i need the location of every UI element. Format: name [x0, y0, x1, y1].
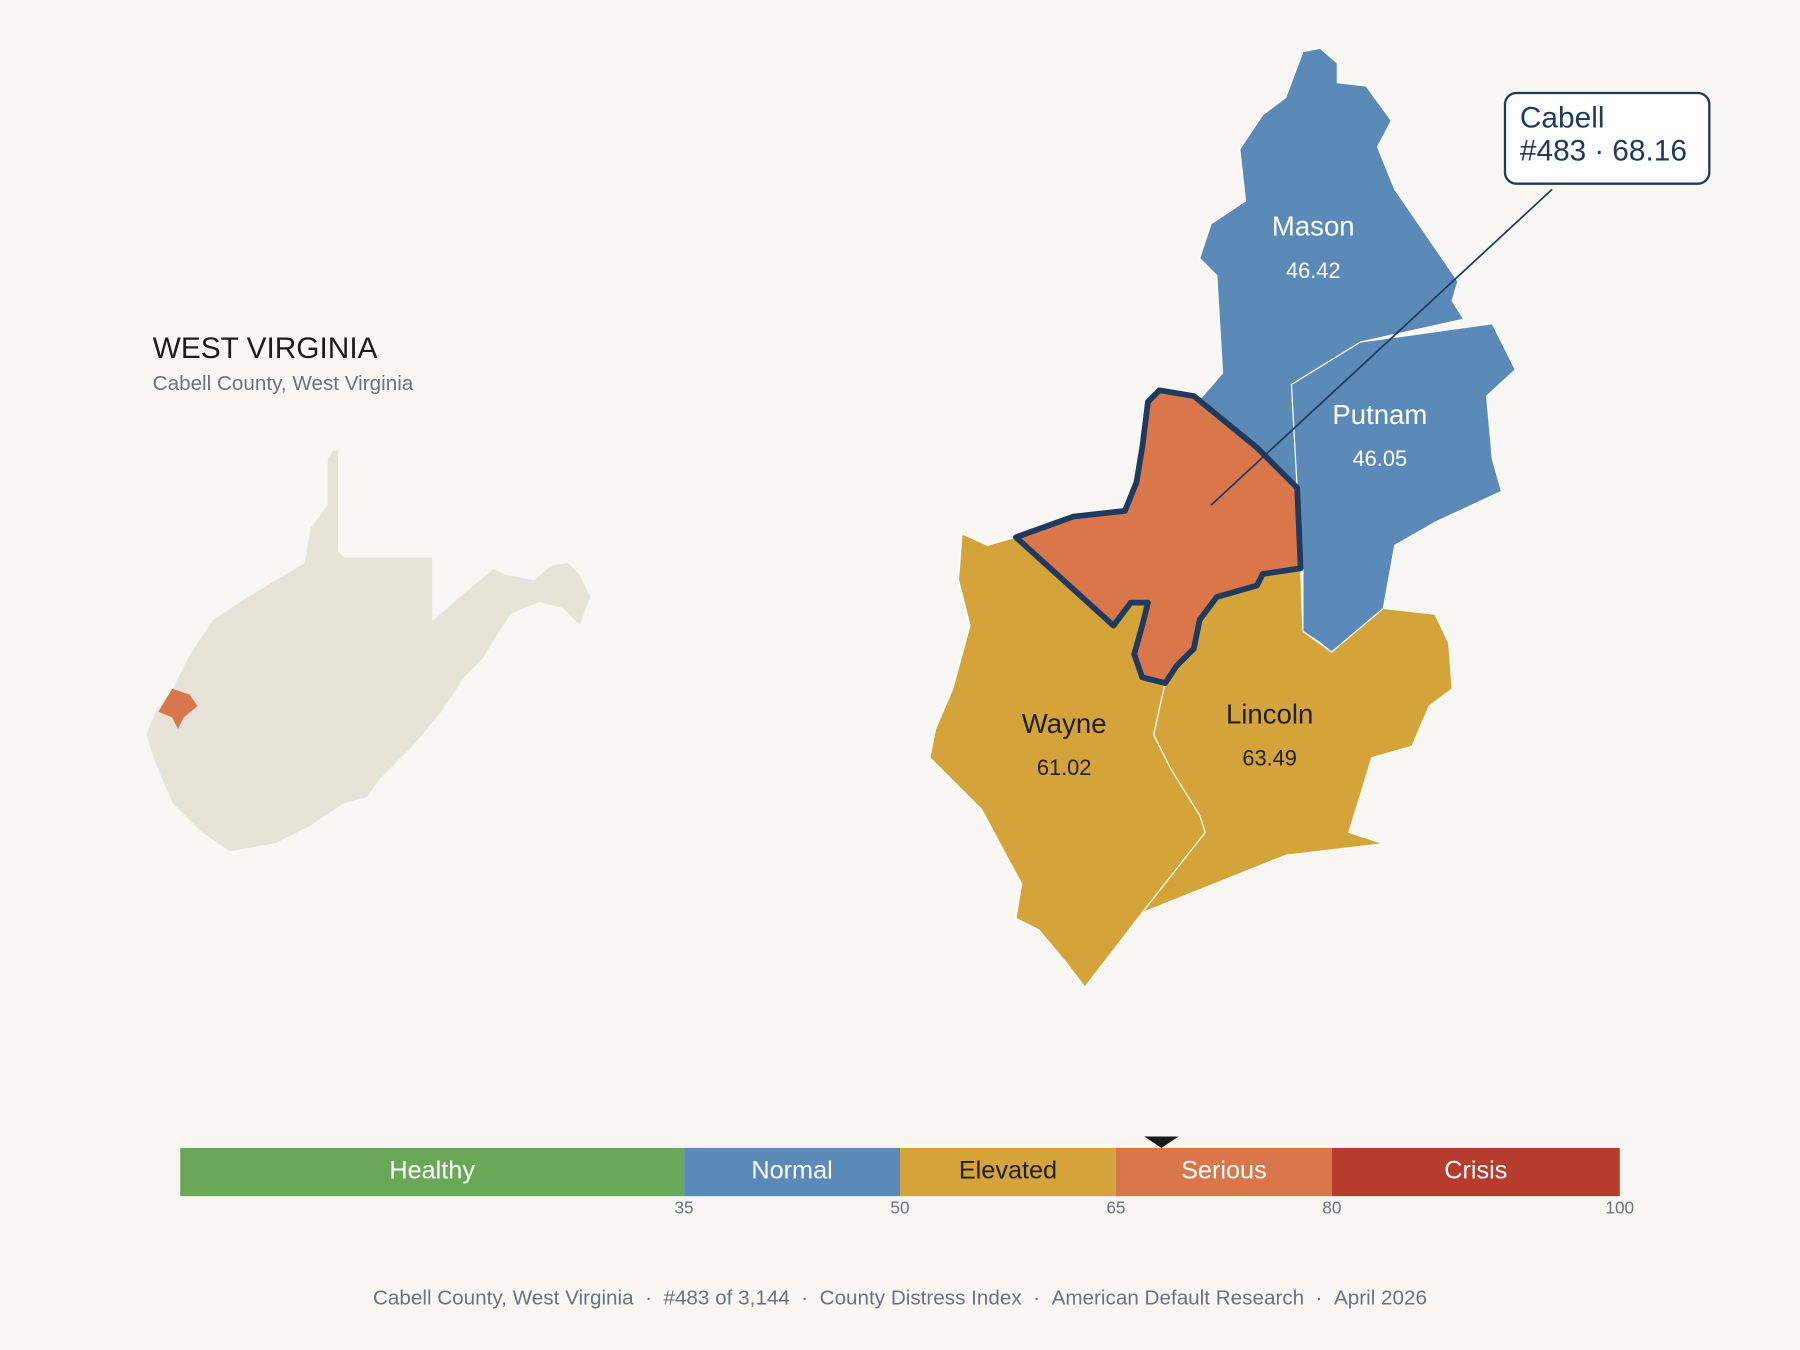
county-value: 46.42 [1286, 258, 1341, 283]
footer-item: April 2026 [1334, 1287, 1427, 1310]
scale-band [180, 1147, 685, 1197]
title: WEST VIRGINIA [153, 332, 378, 365]
county-name: Mason [1272, 211, 1355, 242]
scale-band [684, 1147, 900, 1197]
footer-item: American Default Research [1052, 1287, 1305, 1310]
scale-tick-label: 80 [1322, 1197, 1341, 1217]
scale-tick-label: 35 [674, 1197, 693, 1217]
county-value: 46.05 [1353, 446, 1408, 471]
subtitle: Cabell County, West Virginia [153, 372, 414, 395]
county-value: 63.49 [1242, 746, 1297, 771]
callout-name: Cabell [1520, 101, 1605, 134]
callout-detail: #483 · 68.16 [1520, 135, 1687, 168]
county-name: Putnam [1332, 399, 1427, 430]
footer-separator: · [645, 1287, 652, 1310]
scale-band-label: Crisis [1444, 1157, 1507, 1185]
scale-band-label: Serious [1181, 1157, 1267, 1185]
callout-rank: #483 [1520, 135, 1586, 168]
scale-band-label: Healthy [389, 1157, 475, 1185]
state-outline [145, 449, 592, 853]
scale-tick-label: 100 [1605, 1197, 1634, 1217]
scale-band [900, 1147, 1116, 1197]
scale-tick-label: 65 [1106, 1197, 1125, 1217]
county-shape [1013, 387, 1304, 686]
state-highlight [158, 688, 198, 729]
county-value: 61.02 [1037, 755, 1092, 780]
footer-separator: · [1033, 1287, 1040, 1310]
scale-marker [1144, 1136, 1179, 1148]
footer-item: County Distress Index [820, 1287, 1023, 1310]
state-inset [145, 449, 592, 853]
callout-box [1503, 91, 1711, 185]
scale-band [1115, 1147, 1332, 1197]
scale-tick-label: 50 [890, 1197, 909, 1217]
callout-leader [1210, 188, 1553, 506]
callout-value: 68.16 [1612, 135, 1687, 168]
overlay: Mason 46.42 Putnam 46.05 Wayne 61.02 Lincoln 63… [1013, 91, 1711, 780]
callout-separator: · [1594, 135, 1604, 168]
county-layer [929, 47, 1516, 988]
county-name: Wayne [1022, 708, 1107, 739]
footer-item: #483 of 3,144 [663, 1287, 789, 1310]
footer-separator: · [801, 1287, 808, 1310]
footer-separator: · [1316, 1287, 1323, 1310]
scale-band-label: Elevated [959, 1157, 1057, 1185]
footer-item: Cabell County, West Virginia [373, 1287, 634, 1310]
scale-band-label: Normal [751, 1157, 832, 1185]
county-name: Lincoln [1226, 699, 1313, 730]
footer: Cabell County, West Virginia · #483 of 3,1… [373, 1287, 1427, 1310]
scale-band [1331, 1147, 1620, 1197]
